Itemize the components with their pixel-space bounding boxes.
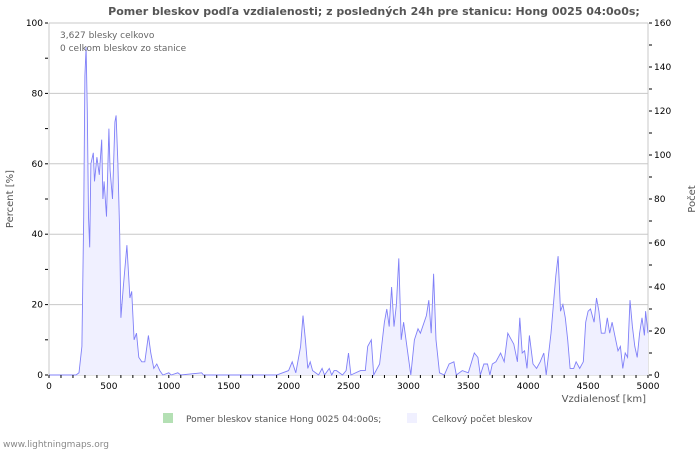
x-axis-label: Vzdialenosť [km] [562,393,646,405]
y-right-tick-label: 100 [654,151,671,161]
y-right-tick-label: 40 [654,283,666,293]
x-tick-label: 500 [100,382,117,392]
total-lightning-line [49,47,649,377]
y-left-tick-label: 20 [32,301,44,311]
legend-swatch-station [163,413,173,423]
legend-label-total: Celkový počet bleskov [432,414,533,425]
y-right-tick-label: 0 [654,371,660,381]
y-right-tick-label: 160 [654,19,671,29]
x-tick-label: 3500 [457,382,480,392]
x-tick-label: 1000 [157,382,180,392]
chart-title: Pomer bleskov podľa vzdialenosti; z posl… [108,5,640,18]
y-axis-left-label: Percent [%] [5,170,16,228]
y-right-tick-label: 20 [654,327,666,337]
annotation-station: 0 celkom bleskov zo stanice [60,44,187,54]
y-right-tick-label: 80 [654,195,666,205]
x-tick-label: 4500 [577,382,600,392]
annotation-total: 3,627 blesky celkovo [60,31,155,41]
x-tick-label: 0 [46,382,52,392]
y-axis-right-label: Počet [686,185,698,212]
x-tick-label: 3000 [397,382,420,392]
source-link[interactable]: www.lightningmaps.org [3,440,109,450]
y-right-tick-label: 60 [654,239,666,249]
y-right-tick-label: 140 [654,63,671,73]
y-right-tick-label: 120 [654,107,671,117]
x-tick-label: 1500 [217,382,240,392]
x-tick-label: 2000 [277,382,300,392]
x-tick-label: 2500 [337,382,360,392]
y-left-tick-label: 40 [32,230,44,240]
y-left-tick-label: 100 [26,19,43,29]
legend-swatch-total [407,413,417,423]
y-left-tick-label: 80 [32,89,44,99]
legend-label-station: Pomer bleskov stanice Hong 0025 04:0o0s; [186,415,381,425]
x-tick-label: 5000 [637,382,660,392]
y-left-tick-label: 60 [32,160,44,170]
x-tick-label: 4000 [517,382,540,392]
y-left-tick-label: 0 [37,371,43,381]
total-lightning-area [49,47,648,375]
